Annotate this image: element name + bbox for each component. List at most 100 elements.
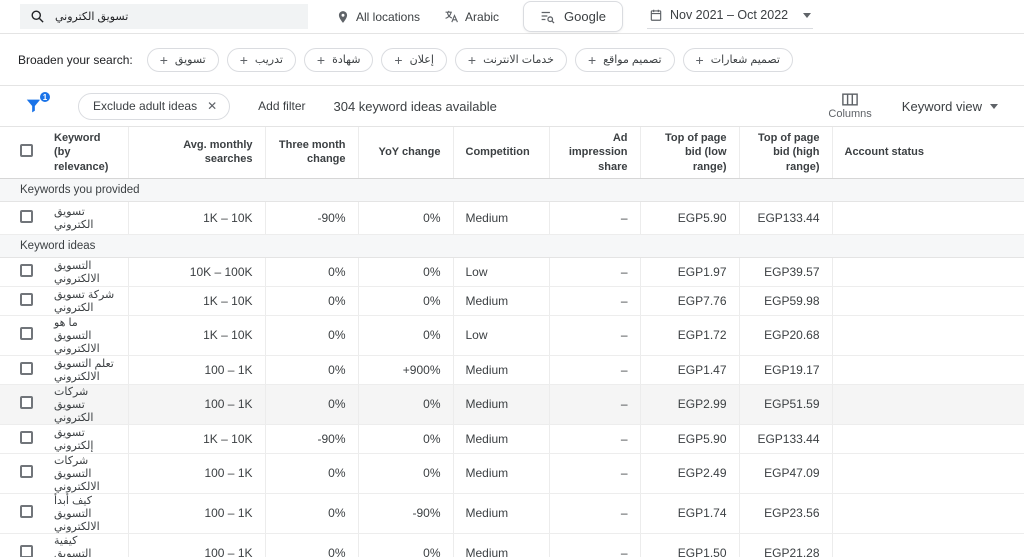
- broaden-chip-label: شهادة: [332, 54, 361, 66]
- plus-icon: +: [695, 51, 704, 68]
- keyword-cell: ما هو التسويق الالكتروني: [42, 315, 129, 356]
- row-checkbox[interactable]: [20, 430, 33, 444]
- row-checkbox[interactable]: [20, 263, 33, 277]
- bid-low-cell: EGP1.47: [640, 355, 740, 385]
- account-status-cell: [832, 201, 1024, 235]
- broaden-chip[interactable]: + إعلان: [381, 47, 447, 72]
- bid-high-cell: EGP39.57: [739, 257, 833, 287]
- bid-high-cell: EGP23.56: [739, 493, 833, 534]
- plus-icon: +: [239, 51, 248, 68]
- table-row: شركات تسويق الكتروني 100 – 1K 0% 0% Medi…: [0, 384, 1024, 425]
- header-keyword[interactable]: Keyword (by relevance): [42, 127, 129, 179]
- row-checkbox[interactable]: [20, 396, 33, 410]
- competition-cell: Medium: [453, 493, 550, 534]
- yoy-change-cell: +900%: [358, 355, 454, 385]
- view-label: Keyword view: [901, 98, 982, 114]
- keyword-view-selector[interactable]: Keyword view: [902, 99, 998, 114]
- broaden-chip-label: تدريب: [254, 54, 283, 66]
- account-status-cell: [832, 286, 1024, 316]
- avg-monthly-searches-cell: 1K – 10K: [128, 424, 266, 454]
- yoy-change-cell: 0%: [358, 424, 454, 454]
- select-all-checkbox[interactable]: [20, 143, 33, 157]
- broaden-chip-label: تصميم مواقع: [603, 54, 662, 66]
- yoy-change-cell: 0%: [358, 257, 454, 287]
- row-checkbox[interactable]: [20, 292, 33, 306]
- search-input[interactable]: تسويق الكتروني: [20, 4, 308, 29]
- competition-cell: Medium: [453, 533, 550, 557]
- keyword-cell: كيفية التسويق الالكتروني: [42, 533, 129, 557]
- broaden-chip[interactable]: + تدريب: [226, 47, 296, 72]
- header-avg-monthly-searches[interactable]: Avg. monthly searches: [128, 127, 266, 179]
- yoy-change-cell: 0%: [358, 315, 454, 356]
- bid-high-cell: EGP21.28: [739, 533, 833, 557]
- row-checkbox[interactable]: [20, 361, 33, 375]
- competition-cell: Medium: [453, 201, 550, 235]
- add-filter-button[interactable]: Add filter: [258, 99, 306, 113]
- keyword-cell: تعلم التسويق الالكتروني: [42, 355, 129, 385]
- plus-icon: +: [316, 51, 326, 68]
- row-checkbox[interactable]: [20, 327, 33, 341]
- search-icon: [30, 9, 45, 24]
- header-account-status[interactable]: Account status: [832, 127, 1024, 179]
- table-row: كيف أبدأ التسويق الالكتروني 100 – 1K 0% …: [0, 493, 1024, 534]
- section-label: Keyword ideas: [0, 233, 1024, 258]
- exclude-adult-ideas-chip[interactable]: Exclude adult ideas ✕: [78, 92, 231, 120]
- section-row: Keywords you provided: [0, 177, 1024, 202]
- date-range-selector[interactable]: Nov 2021 – Oct 2022: [646, 4, 814, 29]
- bid-high-cell: EGP19.17: [739, 355, 833, 385]
- broaden-chip[interactable]: + تصميم شعارات: [682, 47, 793, 72]
- competition-cell: Medium: [453, 384, 550, 425]
- columns-button[interactable]: Columns: [828, 92, 872, 120]
- search-value: تسويق الكتروني: [55, 11, 129, 23]
- avg-monthly-searches-cell: 100 – 1K: [128, 384, 266, 425]
- row-checkbox[interactable]: [20, 209, 33, 223]
- broaden-chip-label: تسويق: [174, 54, 206, 66]
- avg-monthly-searches-cell: 100 – 1K: [128, 355, 266, 385]
- bid-low-cell: EGP1.97: [640, 257, 740, 287]
- three-month-change-cell: 0%: [265, 384, 359, 425]
- broaden-chip[interactable]: + تصميم مواقع: [574, 47, 675, 72]
- filter-funnel-icon: [24, 96, 44, 115]
- filter-toolbar: 1 Exclude adult ideas ✕ Add filter 304 k…: [0, 86, 1024, 127]
- competition-cell: Low: [453, 315, 550, 356]
- section-row: Keyword ideas: [0, 233, 1024, 258]
- account-status-cell: [832, 257, 1024, 287]
- header-competition[interactable]: Competition: [453, 127, 550, 179]
- ad-impression-share-cell: –: [549, 453, 641, 494]
- close-icon[interactable]: ✕: [207, 99, 218, 113]
- network-selector[interactable]: Google: [523, 1, 623, 32]
- account-status-cell: [832, 315, 1024, 356]
- row-checkbox[interactable]: [20, 505, 33, 519]
- header-three-month-change[interactable]: Three month change: [265, 127, 359, 179]
- ad-impression-share-cell: –: [549, 424, 641, 454]
- avg-monthly-searches-cell: 1K – 10K: [128, 286, 266, 316]
- account-status-cell: [832, 424, 1024, 454]
- broaden-chip-label: تصميم شعارات: [710, 54, 780, 66]
- bid-high-cell: EGP133.44: [739, 424, 833, 454]
- header-bid-high[interactable]: Top of page bid (high range): [739, 127, 833, 179]
- header-ad-impression-share[interactable]: Ad impression share: [549, 127, 641, 179]
- broaden-chip[interactable]: + شهادة: [303, 47, 374, 72]
- locations-label: All locations: [356, 9, 421, 24]
- broaden-chip[interactable]: + تسويق: [146, 47, 219, 72]
- ad-impression-share-cell: –: [549, 493, 641, 534]
- account-status-cell: [832, 453, 1024, 494]
- row-checkbox[interactable]: [20, 465, 33, 479]
- plus-icon: +: [587, 51, 597, 68]
- header-bid-low[interactable]: Top of page bid (low range): [640, 127, 740, 179]
- three-month-change-cell: 0%: [265, 453, 359, 494]
- row-checkbox[interactable]: [20, 545, 33, 557]
- avg-monthly-searches-cell: 1K – 10K: [128, 201, 266, 235]
- three-month-change-cell: 0%: [265, 533, 359, 557]
- account-status-cell: [832, 355, 1024, 385]
- table-row: ما هو التسويق الالكتروني 1K – 10K 0% 0% …: [0, 315, 1024, 356]
- table-row: تعلم التسويق الالكتروني 100 – 1K 0% +900…: [0, 355, 1024, 385]
- filter-funnel-button[interactable]: 1: [24, 91, 51, 116]
- header-yoy-change[interactable]: YoY change: [358, 127, 454, 179]
- language-selector[interactable]: Arabic: [444, 9, 499, 24]
- locations-selector[interactable]: All locations: [336, 10, 420, 24]
- broaden-chip[interactable]: + خدمات الانترنت: [454, 47, 567, 72]
- table-row: تسويق إلكتروني 1K – 10K -90% 0% Medium –…: [0, 424, 1024, 454]
- three-month-change-cell: 0%: [265, 315, 359, 356]
- ad-impression-share-cell: –: [549, 384, 641, 425]
